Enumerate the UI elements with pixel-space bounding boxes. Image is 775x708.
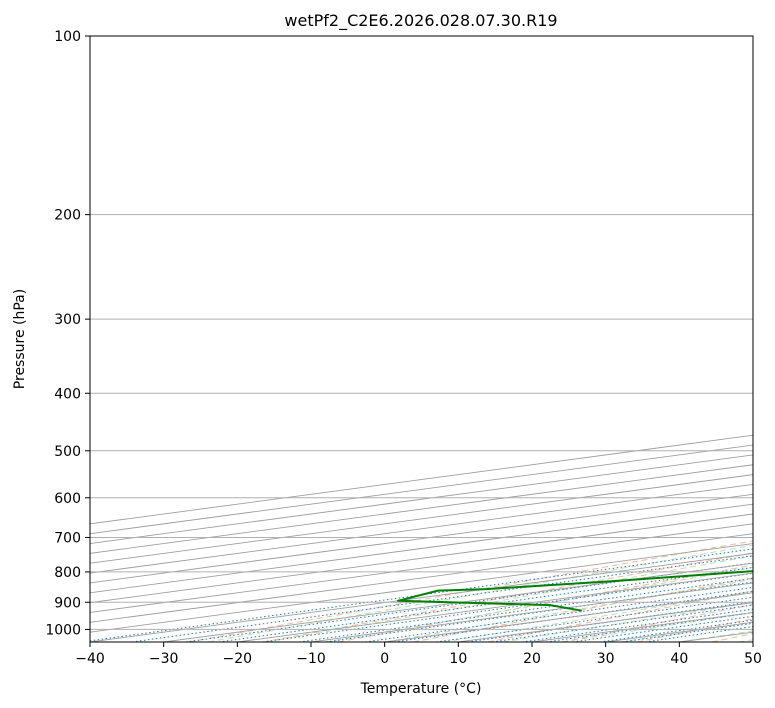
moist-adiabat	[384, 578, 753, 642]
y-tick-label: 500	[54, 444, 81, 460]
y-tick-label: 1000	[45, 622, 81, 638]
dry-adiabat	[487, 590, 753, 642]
y-tick-label: 600	[54, 491, 81, 507]
moist-adiabat	[207, 544, 753, 642]
x-tick-label: 10	[449, 651, 467, 667]
isotherm-line	[90, 513, 753, 604]
isotherm-line	[90, 474, 753, 564]
plot-frame	[89, 35, 754, 643]
mixing-ratio-line	[436, 596, 753, 642]
x-tick-label: 50	[744, 651, 762, 667]
x-tick-label: 20	[523, 651, 541, 667]
x-tick-label: −20	[223, 651, 253, 667]
x-tick-label: 30	[597, 651, 615, 667]
y-tick-label: 200	[54, 208, 81, 224]
isotherm-line	[90, 503, 753, 594]
y-tick-label: 400	[54, 386, 81, 402]
moist-adiabat	[266, 555, 753, 642]
y-axis: 100 200 300 400 500 600 700 800 900 1000	[45, 29, 90, 638]
y-axis-label: Pressure (hPa)	[12, 289, 28, 389]
x-tick-label: −40	[75, 651, 105, 667]
isotherm-line	[90, 454, 753, 544]
y-tick-label: 900	[54, 595, 81, 611]
x-tick-label: 0	[380, 651, 389, 667]
x-axis-label: Temperature (°C)	[360, 681, 482, 697]
dry-adiabat	[263, 552, 753, 642]
mixing-ratio-line	[299, 577, 753, 642]
x-tick-label: −30	[149, 651, 179, 667]
mixing-ratio-line	[365, 586, 753, 642]
isotherm-line	[90, 464, 753, 554]
y-tick-label: 800	[54, 565, 81, 581]
mixing-ratio-line	[131, 555, 753, 642]
x-axis: −40 −30 −20 −10 0 10 20 30 40 50	[75, 642, 762, 667]
x-tick-label: 40	[670, 651, 688, 667]
isotherm-line	[90, 533, 753, 623]
y-tick-label: 100	[54, 29, 81, 45]
mixing-ratio-line	[326, 581, 753, 642]
x-tick-label: −10	[296, 651, 326, 667]
isotherm-line	[90, 523, 753, 613]
chart-title: wetPf2_C2E6.2026.028.07.30.R19	[284, 11, 557, 31]
y-tick-label: 300	[54, 312, 81, 328]
isotherm-line	[90, 493, 753, 584]
isotherm-line	[90, 484, 753, 574]
y-tick-label: 700	[54, 531, 81, 547]
